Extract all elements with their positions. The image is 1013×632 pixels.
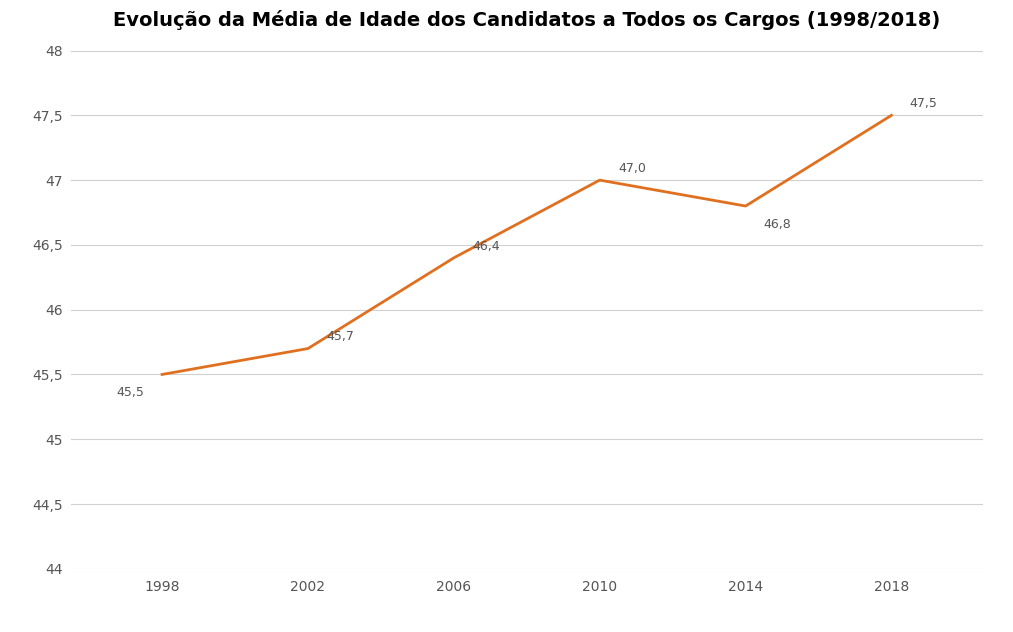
Text: 47,5: 47,5 (910, 97, 938, 110)
Text: 45,7: 45,7 (326, 331, 355, 343)
Text: 47,0: 47,0 (618, 162, 646, 175)
Text: 45,5: 45,5 (115, 386, 144, 399)
Text: 46,4: 46,4 (472, 240, 499, 253)
Title: Evolução da Média de Idade dos Candidatos a Todos os Cargos (1998/2018): Evolução da Média de Idade dos Candidato… (113, 9, 940, 30)
Text: 46,8: 46,8 (764, 217, 791, 231)
